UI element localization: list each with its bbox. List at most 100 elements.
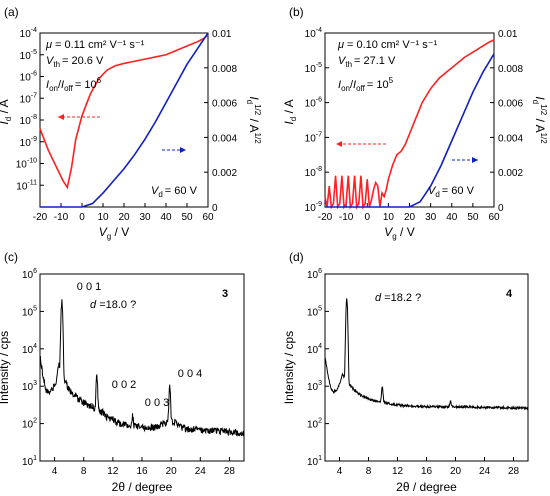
panel-a-transfer-chart: -20 -10 0 10 20 30 40 50 6010-410-510-610-710-81…: [0, 27, 262, 241]
y-right-tick-label: 0: [212, 203, 218, 214]
x-tick-label: 4: [52, 466, 58, 477]
x-axis-title: 2θ / degree: [112, 480, 173, 494]
x-tick-label: 60: [488, 212, 500, 223]
y-left-axis-title: Id / A: [0, 99, 13, 124]
y-right-axis-title: Id1/2 / A1/2: [245, 96, 262, 144]
x-tick-label: 8: [81, 466, 87, 477]
x-tick-label: 12: [107, 466, 119, 477]
x-tick-label: -20: [318, 212, 333, 223]
mu-a: = 0.11 cm² V⁻¹ s⁻¹: [55, 39, 145, 51]
y-tick-label: 103: [307, 380, 322, 393]
svg-text:Vd= 60 V: Vd = 60 V: [151, 185, 198, 199]
ionoff-a: = 10: [75, 79, 97, 91]
x-axis-title: 2θ / degree: [396, 480, 457, 494]
y-right-tick-label: 0.01: [212, 29, 232, 40]
panel-a-annotations: μ = 0.11 cm² V⁻¹ s⁻¹ Vth = 20.6 V Ion/Ioff…: [45, 39, 198, 199]
peak-label: 0 0 3: [145, 397, 169, 409]
x-tick-label: 28: [508, 466, 520, 477]
y-left-tick-label: 10-5: [20, 49, 37, 62]
y-left-tick-label: 10-7: [305, 131, 322, 144]
x-tick-label: 0: [364, 212, 370, 223]
vd-a: = 60 V: [165, 185, 198, 197]
left-axis-arrow-head: [336, 141, 342, 147]
x-tick-label: 4: [337, 466, 343, 477]
y-left-tick-label: 10-8: [20, 114, 37, 127]
plot-frame: [39, 273, 245, 462]
y-tick-label: 102: [307, 418, 322, 431]
x-tick-label: -10: [54, 212, 69, 223]
y-right-tick-label: 0.008: [212, 64, 237, 75]
x-tick-label: 16: [421, 466, 433, 477]
x-tick-label: 0: [79, 212, 85, 223]
plot-frame: [324, 273, 529, 462]
peak-label: 0 0 1: [77, 281, 101, 293]
y-left-tick-label: 10-4: [305, 27, 322, 40]
y-left-tick-label: 10-9: [20, 136, 37, 149]
right-axis-arrow-head: [472, 157, 478, 163]
svg-text:Vth= 27.1 V: Vth = 27.1 V: [338, 55, 396, 69]
x-tick-label: 40: [160, 212, 172, 223]
compound-label: 3: [222, 288, 228, 300]
y-left-tick-label: 10-10: [16, 158, 37, 171]
y-tick-label: 104: [307, 343, 322, 356]
y-tick-label: 105: [307, 305, 322, 318]
peak-label: 0 0 4: [178, 368, 202, 380]
d-spacing-label: d =18.2 ?: [375, 292, 421, 304]
x-tick-label: 30: [425, 212, 437, 223]
x-tick-label: -10: [339, 212, 354, 223]
mu-b: = 0.10 cm² V⁻¹ s⁻¹: [347, 39, 437, 51]
x-tick-label: 50: [181, 212, 193, 223]
y-axis-title: Intensity / cps: [0, 331, 11, 404]
panel-c-label: (c): [4, 250, 18, 264]
y-right-axis-title: Id1/2 / A1/2: [531, 96, 548, 144]
y-right-tick-label: 0.006: [212, 99, 237, 110]
y-left-tick-label: 10-6: [305, 97, 322, 110]
x-tick-label: 28: [224, 466, 236, 477]
x-tick-label: 16: [136, 466, 148, 477]
x-tick-label: 24: [479, 466, 491, 477]
panel-c-xrd-chart: 4 8 12 16 20 24 28 101 102 103 104 105 106 2θ / degre…: [0, 268, 245, 494]
x-tick-label: 12: [392, 466, 404, 477]
x-tick-label: 30: [139, 212, 151, 223]
svg-text:Ion/Ioff= 105: Ion/Ioff = 105: [338, 76, 394, 93]
y-left-tick-label: 10-9: [305, 201, 322, 214]
y-right-tick-label: 0.004: [212, 133, 237, 144]
x-tick-label: 20: [450, 466, 462, 477]
y-tick-label: 103: [22, 380, 37, 393]
y-tick-label: 102: [22, 418, 37, 431]
x-tick-label: 20: [166, 466, 178, 477]
x-tick-label: 8: [366, 466, 372, 477]
x-tick-label: -20: [33, 212, 48, 223]
x-tick-label: 40: [446, 212, 458, 223]
x-tick-label: 50: [467, 212, 479, 223]
y-tick-label: 106: [307, 268, 322, 281]
right-axis-arrow-head: [180, 147, 186, 153]
x-tick-label: 24: [195, 466, 207, 477]
panel-b-annotations: μ = 0.10 cm² V⁻¹ s⁻¹ Vth = 27.1 V Ion/Ioff…: [337, 39, 475, 199]
series-sqrt-id-line: [325, 53, 495, 208]
y-axis-title: Intensity / cps: [282, 331, 296, 404]
y-right-tick-label: 0: [498, 203, 504, 214]
series-id-log-line: [324, 39, 495, 210]
y-tick-label: 101: [22, 455, 37, 468]
ionoff-b: = 10: [367, 79, 389, 91]
panel-b-label: (b): [289, 5, 304, 19]
y-tick-label: 101: [307, 455, 322, 468]
y-left-tick-label: 10-4: [20, 27, 37, 40]
y-right-tick-label: 0.008: [498, 64, 523, 75]
svg-text:μ= 0.10 cm² V⁻¹ s⁻¹: μ = 0.10 cm² V⁻¹ s⁻¹: [337, 39, 438, 51]
y-left-axis-title: Id / A: [282, 99, 298, 124]
svg-text:Ion/Ioff= 106: Ion/Ioff = 106: [46, 76, 102, 93]
y-right-tick-label: 0.002: [212, 168, 237, 179]
xrd-pattern-line: [39, 299, 245, 437]
x-tick-label: 10: [97, 212, 109, 223]
y-right-tick-label: 0.01: [498, 29, 518, 40]
series-id-log-line: [39, 34, 209, 190]
y-tick-label: 106: [22, 268, 37, 281]
vth-a: = 20.6 V: [62, 55, 104, 67]
panel-d-xrd-chart: 4 8 12 16 20 24 28 101 102 103 104 105 106 2θ / degre…: [282, 268, 529, 494]
d-spacing-label: d =18.0 ?: [90, 299, 136, 311]
x-tick-label: 10: [383, 212, 395, 223]
left-axis-arrow-head: [58, 114, 64, 120]
y-left-tick-label: 10-7: [20, 92, 37, 105]
